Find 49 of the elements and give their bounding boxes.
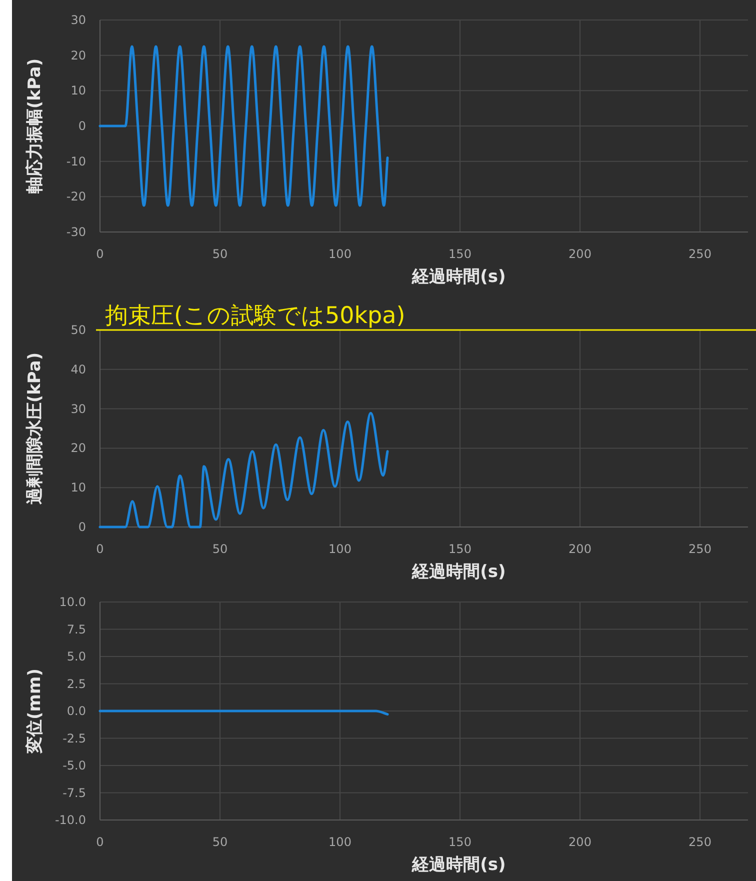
y-tick-label: -30 (66, 225, 86, 239)
y-axis-title: 過剰間隙水圧(kPa) (25, 352, 45, 506)
line-series (98, 412, 389, 528)
x-tick-label: 200 (568, 835, 592, 849)
x-axis-title: 経過時間(s) (411, 562, 506, 582)
x-tick-label: 100 (328, 835, 352, 849)
y-tick-label: 10 (70, 84, 86, 98)
y-tick-label: -10.0 (54, 813, 86, 827)
y-tick-label: 2.5 (66, 676, 86, 691)
x-axis-title: 経過時間(s) (411, 267, 506, 287)
y-tick-label: -5.0 (62, 758, 86, 772)
x-tick-label: 100 (328, 542, 352, 556)
x-tick-label: 150 (448, 247, 472, 261)
y-tick-label: -2.5 (62, 731, 86, 746)
x-tick-label: 50 (212, 835, 228, 849)
x-tick-label: 250 (688, 542, 712, 556)
y-tick-label: 20 (70, 441, 86, 456)
x-tick-label: 250 (688, 835, 712, 849)
y-tick-label: 7.5 (66, 622, 86, 636)
x-tick-label: 150 (448, 542, 472, 556)
x-tick-label: 100 (328, 247, 352, 261)
x-tick-label: 50 (212, 542, 228, 556)
y-tick-label: 5.0 (66, 650, 86, 664)
y-tick-label: 20 (70, 48, 86, 62)
x-tick-label: 50 (212, 247, 228, 261)
x-tick-label: 0 (96, 542, 104, 556)
y-tick-label: -7.5 (62, 786, 86, 800)
y-tick-label: 30 (70, 13, 86, 27)
line-series (98, 45, 389, 207)
y-tick-label: 0.0 (66, 704, 86, 718)
y-tick-label: 10 (70, 480, 86, 495)
y-axis-title: 軸応力振幅(kPa) (25, 58, 45, 195)
x-tick-label: 150 (448, 835, 472, 849)
x-tick-label: 200 (568, 247, 592, 261)
y-tick-label: 50 (70, 323, 86, 337)
x-tick-label: 0 (96, 835, 104, 849)
x-tick-label: 250 (688, 247, 712, 261)
y-tick-label: -10 (66, 154, 86, 168)
y-tick-label: -20 (66, 190, 86, 204)
y-tick-label: 10.0 (59, 595, 86, 609)
y-tick-label: 30 (70, 402, 86, 416)
y-tick-label: 40 (70, 362, 86, 376)
x-tick-label: 0 (96, 247, 104, 261)
ref-line-label: 拘束圧(この試験では50kpa) (105, 303, 406, 329)
x-tick-label: 200 (568, 542, 592, 556)
y-tick-label: 0 (78, 119, 86, 133)
x-axis-title: 経過時間(s) (411, 855, 506, 875)
y-tick-label: 0 (78, 520, 86, 534)
y-axis-title: 変位(mm) (25, 668, 45, 754)
